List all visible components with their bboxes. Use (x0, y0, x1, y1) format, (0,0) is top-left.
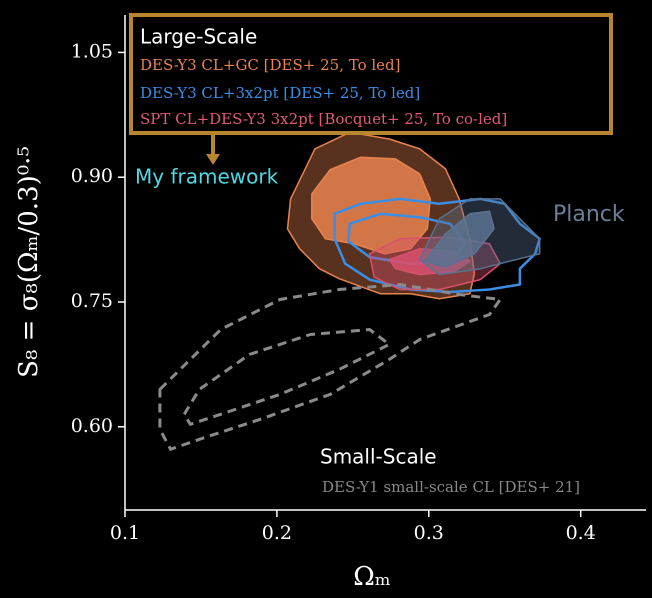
x-tick-label: 0.1 (110, 522, 140, 544)
contour (423, 210, 495, 268)
contour (333, 197, 541, 294)
y-tick-label: 1.05 (71, 40, 113, 62)
legend-entry: SPT CL+DES-Y3 3x2pt [Bocquet+ 25, To co-… (140, 110, 507, 128)
x-axis-label: Ωₘ (353, 562, 391, 592)
y-axis-label: S₈ = σ₈(Ωₘ/0.3)⁰·⁵ (14, 146, 44, 378)
contour (311, 156, 432, 255)
series-label: DES-Y1 small-scale CL [DES+ 21] (322, 478, 580, 496)
legend-entry: DES-Y3 CL+GC [DES+ 25, To led] (140, 56, 401, 74)
legend-entry: DES-Y3 CL+3x2pt [DES+ 25, To led] (140, 84, 420, 102)
annotation: Small-Scale (320, 445, 437, 469)
plot-area (158, 131, 541, 451)
x-tick-label: 0.3 (414, 522, 444, 544)
annotation: My framework (135, 165, 279, 189)
x-tick-label: 0.4 (566, 522, 596, 544)
x-tick-label: 0.2 (262, 522, 292, 544)
planck-label: Planck (553, 202, 625, 227)
y-tick-label: 0.60 (71, 415, 113, 437)
y-tick-label: 0.90 (71, 165, 113, 187)
legend-box (129, 13, 613, 135)
arrow-head (206, 154, 220, 165)
y-tick-label: 0.75 (71, 290, 113, 312)
legend-title: Large-Scale (140, 25, 257, 49)
contour (158, 283, 502, 451)
